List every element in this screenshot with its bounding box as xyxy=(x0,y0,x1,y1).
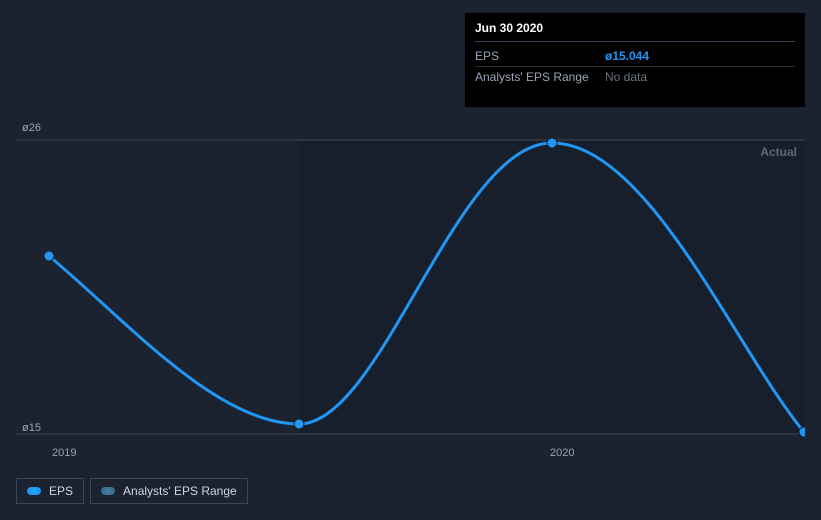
legend-item[interactable]: Analysts' EPS Range xyxy=(90,478,248,504)
chart-legend: EPS Analysts' EPS Range xyxy=(16,478,248,504)
eps-line-chart xyxy=(16,0,805,460)
legend-label: EPS xyxy=(49,484,73,498)
legend-swatch xyxy=(101,487,115,495)
legend-swatch xyxy=(27,487,41,495)
legend-item[interactable]: EPS xyxy=(16,478,84,504)
legend-label: Analysts' EPS Range xyxy=(123,484,237,498)
